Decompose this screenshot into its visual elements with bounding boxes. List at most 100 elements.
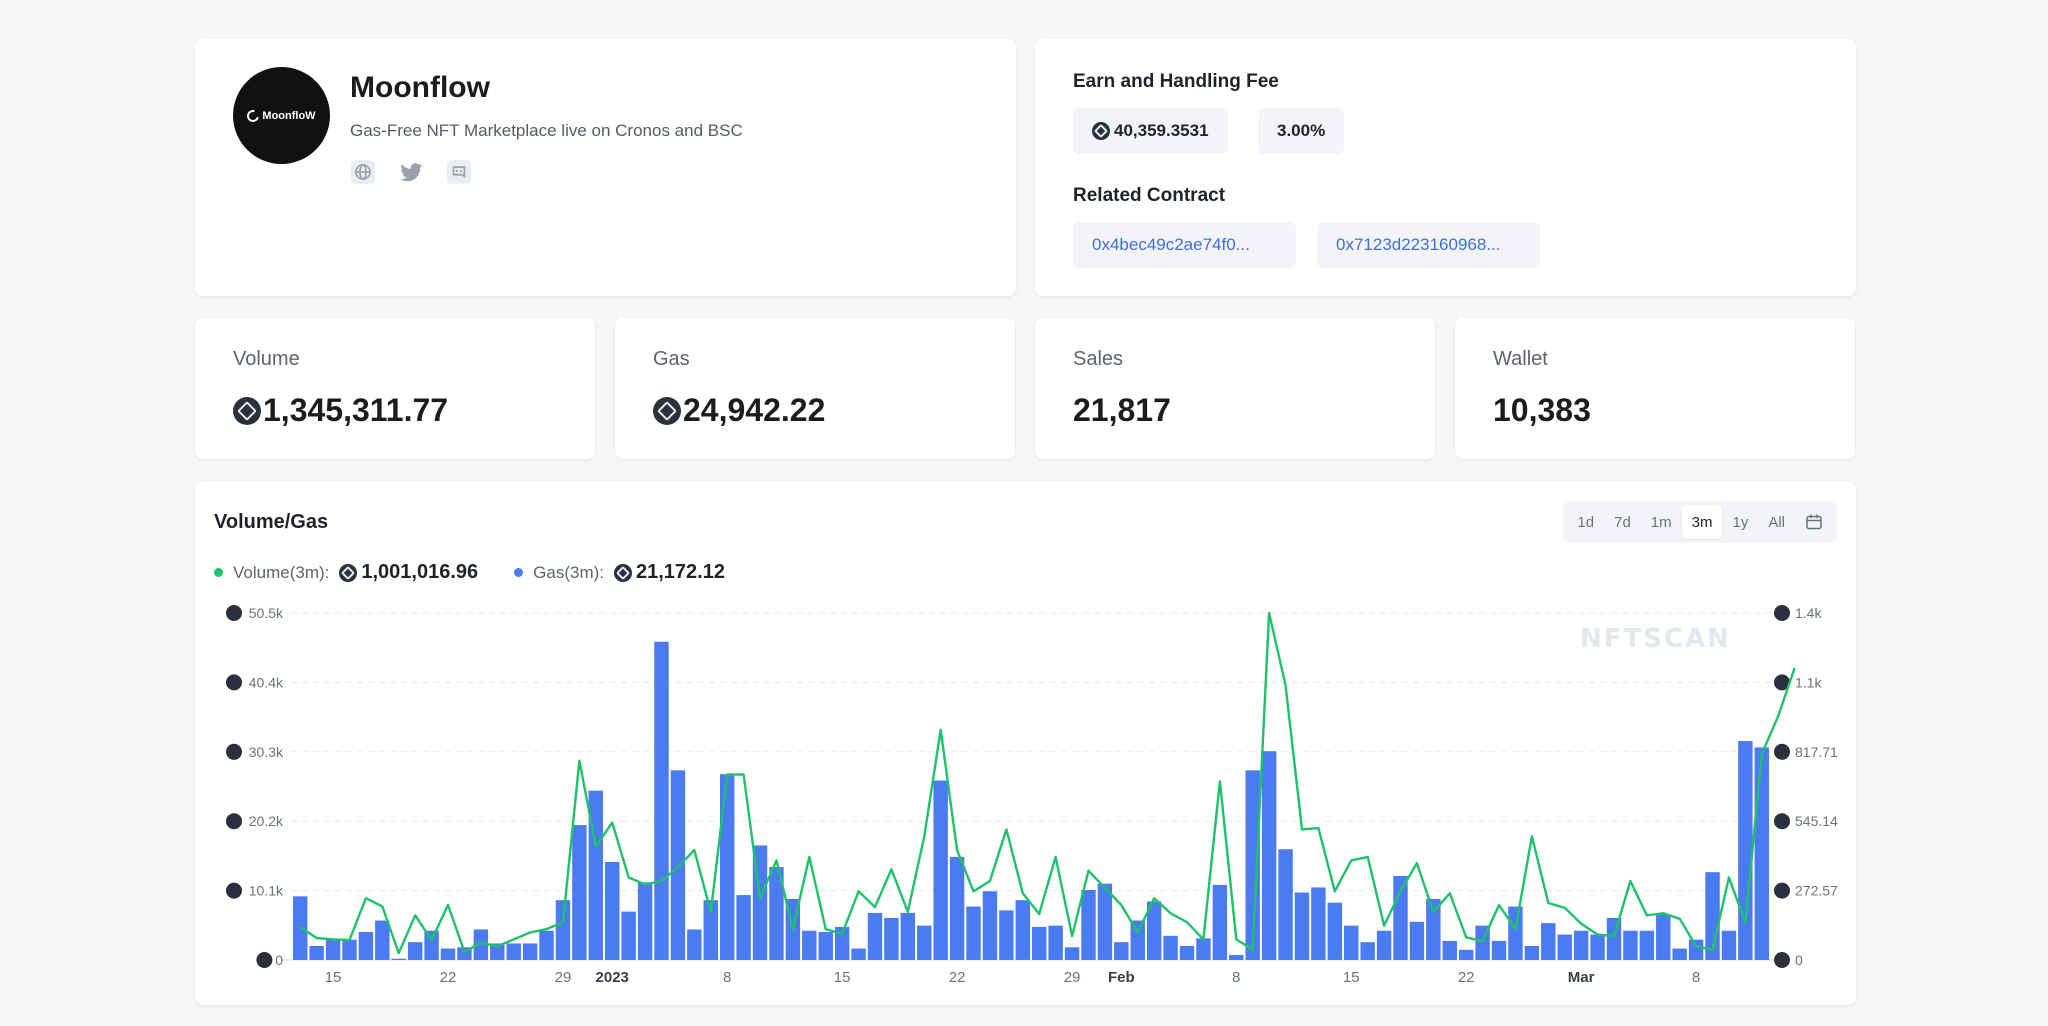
gas-bar <box>1376 930 1392 960</box>
gas-bar <box>1721 930 1737 960</box>
tab-1d[interactable]: 1d <box>1577 513 1595 531</box>
cronos-coin-icon <box>1774 813 1790 830</box>
cronos-coin-icon <box>226 743 242 760</box>
gas-bar <box>572 825 587 960</box>
cronos-coin-icon <box>226 674 242 691</box>
x-axis-tick: 15 <box>834 969 851 986</box>
gas-bar <box>966 906 981 960</box>
gas-bar <box>982 891 998 960</box>
earn-fee-title: Earn and Handling Fee <box>1073 71 1279 92</box>
chart-title: Volume/Gas <box>214 511 329 533</box>
twitter-icon[interactable] <box>398 159 424 190</box>
gas-bar <box>736 895 751 960</box>
gas-bar <box>522 943 538 960</box>
tab-7d[interactable]: 7d <box>1614 513 1631 531</box>
gas-bar <box>769 867 784 960</box>
left-axis-tick: 30.3k <box>249 744 284 760</box>
x-axis-tick: 22 <box>440 969 457 986</box>
gas-bar <box>1114 942 1129 960</box>
gas-bar <box>1344 925 1359 960</box>
related-contract-title: Related Contract <box>1073 185 1226 206</box>
contract-address-1[interactable]: 0x4bec49c2ae74f0... <box>1092 235 1250 254</box>
gas-bar <box>1146 901 1162 960</box>
cronos-coin-icon <box>339 563 358 582</box>
gas-bar <box>1557 934 1572 960</box>
x-axis-tick: 2023 <box>596 969 629 986</box>
tab-all[interactable]: All <box>1768 513 1785 531</box>
gas-bar <box>1738 741 1753 960</box>
contract-link-2[interactable]: 0x7123d223160968... <box>1317 222 1540 268</box>
gas-bar <box>605 861 620 960</box>
right-axis-tick: 1.4k <box>1795 605 1822 621</box>
stat-card-sales: Sales 21,817 <box>1035 318 1435 459</box>
cronos-coin-icon <box>1774 605 1790 621</box>
volume-line <box>299 611 1796 955</box>
gas-bar <box>1623 930 1638 960</box>
gas-bar <box>1327 902 1343 960</box>
gas-bar <box>1048 925 1063 960</box>
project-logo: MoonfloW <box>233 67 330 164</box>
time-range-tabs: 1d 7d 1m 3m 1y All <box>1563 501 1837 543</box>
calendar-icon[interactable] <box>1795 505 1833 539</box>
stat-label: Wallet <box>1493 348 1548 370</box>
gas-bar <box>1130 920 1145 960</box>
gas-bar <box>1163 935 1178 960</box>
stat-card-volume: Volume 1,345,311.77 <box>195 318 595 459</box>
gas-bar <box>900 912 916 960</box>
gas-bar <box>1278 849 1293 960</box>
gas-bar <box>1032 926 1047 960</box>
stat-card-gas: Gas 24,942.22 <box>615 318 1015 459</box>
gas-bar <box>424 930 439 960</box>
x-axis-tick: 8 <box>1232 969 1240 986</box>
contract-address-2[interactable]: 0x7123d223160968... <box>1336 235 1501 254</box>
gas-bar <box>1245 770 1260 960</box>
gas-bar <box>884 917 899 960</box>
gas-bar <box>1261 751 1277 960</box>
fee-percent-pill: 3.00% <box>1258 108 1345 154</box>
gas-bar <box>687 929 702 960</box>
right-axis-tick: 545.14 <box>1795 813 1838 829</box>
gas-bar <box>1311 887 1326 960</box>
cronos-coin-icon <box>226 605 242 621</box>
gas-bar <box>851 948 866 960</box>
x-axis-tick: Mar <box>1568 969 1595 986</box>
tab-1y[interactable]: 1y <box>1732 513 1749 531</box>
legend-volume-value-text: 1,001,016.96 <box>361 561 479 583</box>
stat-value: 24,942.22 <box>653 392 825 429</box>
cronos-coin-icon <box>653 396 681 425</box>
tab-1m[interactable]: 1m <box>1650 513 1672 531</box>
website-icon[interactable] <box>350 159 376 190</box>
gas-bar <box>1573 930 1589 960</box>
gas-bar <box>703 900 718 960</box>
tab-3m[interactable]: 3m <box>1681 505 1723 539</box>
gas-bar <box>1590 934 1605 960</box>
x-axis-tick: 15 <box>1343 969 1360 986</box>
stat-value: 10,383 <box>1493 392 1591 429</box>
cronos-coin-icon <box>1774 674 1790 691</box>
gas-bar <box>325 939 341 960</box>
gas-bar <box>506 943 521 960</box>
x-axis-tick: 29 <box>1064 969 1081 986</box>
cronos-coin-icon <box>256 952 273 968</box>
cronos-coin-icon <box>614 563 632 582</box>
gas-bar <box>933 780 948 960</box>
contract-link-1[interactable]: 0x4bec49c2ae74f0... <box>1073 222 1296 268</box>
x-axis-tick: 29 <box>555 969 572 986</box>
stat-value-text: 24,942.22 <box>683 392 826 428</box>
gas-bar <box>802 930 817 960</box>
gas-bar <box>555 900 571 960</box>
logo-text: MoonfloW <box>262 109 316 122</box>
volume-gas-chart: 0 0 10.1k 272.57 20.2k 545.14 30.3k 817.71 40.4k… <box>226 605 1838 986</box>
left-axis-tick: 50.5k <box>249 605 284 621</box>
gas-bar <box>1179 945 1195 960</box>
gas-bar <box>1196 938 1211 960</box>
legend-volume-label[interactable]: Volume(3m): <box>233 562 330 582</box>
gas-bar <box>473 929 489 960</box>
cronos-coin-icon <box>233 396 261 425</box>
gas-bar <box>1672 948 1687 960</box>
gas-bar <box>1639 930 1655 960</box>
discord-icon[interactable] <box>446 159 472 190</box>
stat-value: 21,817 <box>1073 392 1171 429</box>
legend-gas-label[interactable]: Gas(3m): <box>533 562 604 582</box>
cronos-coin-icon <box>226 882 242 899</box>
